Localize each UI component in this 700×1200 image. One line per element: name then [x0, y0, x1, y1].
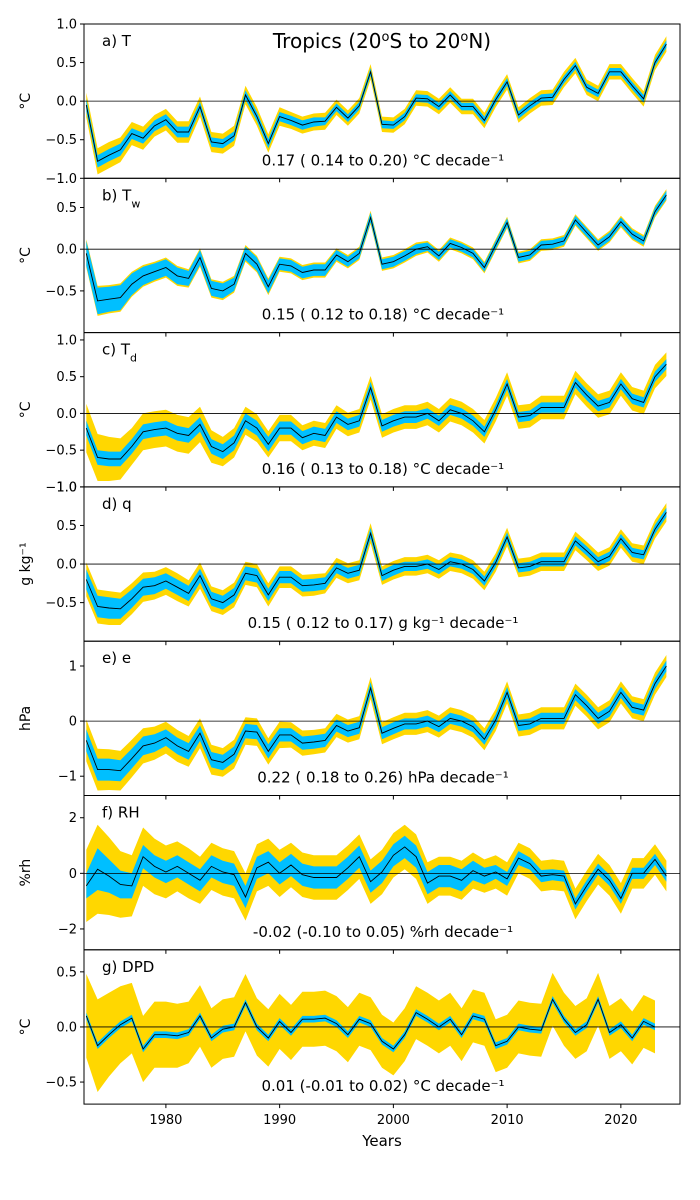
series-line — [85, 363, 667, 460]
panel-3: 1.0 0.5 0.0 −0.5 −1.0 °C c) Td 0.16 ( 0.13 to 0… — [18, 332, 681, 495]
inner-uncertainty-band — [86, 507, 667, 619]
trend-annotation: 0.16 ( 0.13 to 0.18) °C decade⁻¹ — [262, 460, 504, 478]
plot-area — [84, 36, 680, 175]
x-tick-label: 1990 — [263, 1113, 296, 1128]
outer-uncertainty-band — [86, 972, 656, 1092]
x-tick-label: 2000 — [377, 1113, 410, 1128]
y-tick-label: 1.0 — [56, 333, 77, 348]
trend-annotation: 0.15 ( 0.12 to 0.17) g kg⁻¹ decade⁻¹ — [248, 614, 519, 632]
trend-annotation: 0.22 ( 0.18 to 0.26) hPa decade⁻¹ — [257, 769, 509, 787]
y-tick-label: −0.5 — [45, 1076, 77, 1091]
title-sup-1: o — [381, 30, 389, 45]
y-tick-label: 0.0 — [56, 95, 77, 110]
y-tick-label: 1 — [69, 659, 77, 674]
y-tick-label: 0.0 — [56, 558, 77, 573]
y-axis-label: °C — [18, 401, 34, 418]
series-line — [85, 665, 667, 772]
panel-label-subscript: d — [130, 351, 137, 364]
trend-annotation: 0.01 (-0.01 to 0.02) °C decade⁻¹ — [261, 1077, 504, 1095]
y-axis-label: %rh — [18, 859, 34, 887]
y-axis-label: °C — [18, 1018, 34, 1035]
y-tick-label: 2 — [69, 811, 77, 826]
panels-group: 1.0 0.5 0.0 −0.5 −1.0 °C a) T 0.17 ( 0.14 to 0.… — [18, 18, 681, 1128]
plot-area — [84, 503, 680, 625]
panel-label: e) e — [102, 649, 131, 667]
y-tick-label: 0.5 — [56, 519, 77, 534]
y-tick-label: 0 — [69, 867, 77, 882]
inner-uncertainty-band — [86, 835, 667, 910]
series-line — [85, 998, 656, 1050]
plot-area — [84, 972, 680, 1092]
panel-label: f) RH — [102, 804, 140, 822]
title-part-1: Tropics (20 — [272, 29, 382, 53]
panel-5: 1 0 −1 hPa e) e 0.22 ( 0.18 to 0.26) hPa deca… — [18, 640, 681, 800]
y-tick-label: −1.0 — [45, 172, 77, 187]
title-sup-2: o — [460, 30, 468, 45]
series-line — [85, 846, 667, 905]
x-tick-label: 2010 — [491, 1113, 524, 1128]
inner-uncertainty-band — [86, 40, 667, 168]
inner-uncertainty-band — [86, 660, 667, 782]
y-axis-label: hPa — [18, 706, 34, 731]
y-axis-label: g kg⁻¹ — [18, 542, 34, 585]
y-tick-label: 1.0 — [56, 480, 77, 495]
panel-label-text: b) T — [102, 186, 132, 204]
y-tick-label: 0 — [69, 715, 77, 730]
inner-uncertainty-band — [86, 190, 667, 315]
y-tick-label: −0.5 — [45, 596, 77, 611]
series-line — [85, 512, 667, 610]
y-tick-label: −0.5 — [45, 284, 77, 299]
panel-label-text: c) T — [102, 341, 131, 359]
panel-label-text: e) e — [102, 649, 131, 667]
panel-label: c) Td — [102, 341, 137, 365]
plot-area — [84, 352, 680, 481]
y-tick-label: 0.0 — [56, 1020, 77, 1035]
trend-annotation: -0.02 (-0.10 to 0.05) %rh decade⁻¹ — [253, 923, 513, 941]
y-tick-label: 1.0 — [56, 18, 77, 33]
panel-label-text: a) T — [102, 32, 132, 50]
panel-7: 0.5 0.0 −0.5 °C g) DPD 0.01 (-0.01 to 0.02) °… — [18, 949, 681, 1109]
y-tick-label: 0.5 — [56, 201, 77, 216]
y-tick-label: −1.0 — [45, 480, 77, 495]
panel-label: d) q — [102, 495, 132, 513]
x-axis-label: Years — [361, 1132, 402, 1150]
panel-2: 0.5 0.0 −0.5 °C b) Tw 0.15 ( 0.12 to 0.18) °C… — [18, 177, 681, 337]
panel-label-subscript: w — [131, 197, 140, 210]
panel-label: g) DPD — [102, 958, 154, 976]
panel-label-text: f) RH — [102, 804, 140, 822]
plot-area — [84, 655, 680, 791]
x-tick-label: 1980 — [149, 1113, 182, 1128]
x-tick-label: 2020 — [604, 1113, 637, 1128]
plot-area — [84, 189, 680, 316]
y-axis-label: °C — [18, 93, 34, 110]
panel-label-text: d) q — [102, 495, 132, 513]
figure-title: Tropics (20oS to 20oN) — [272, 29, 491, 53]
y-tick-label: 0.0 — [56, 243, 77, 258]
y-tick-label: 0.5 — [56, 965, 77, 980]
panel-6: 2 0 −2 %rh f) RH -0.02 (-0.10 to 0.05) %rh de… — [18, 795, 681, 954]
inner-uncertainty-band — [86, 359, 667, 467]
trend-annotation: 0.15 ( 0.12 to 0.18) °C decade⁻¹ — [262, 306, 504, 324]
panel-4: 1.0 0.5 0.0 −0.5 g kg⁻¹ d) q 0.15 ( 0.12 to 0.… — [18, 480, 681, 646]
plot-area — [84, 824, 680, 922]
y-tick-label: −2 — [58, 922, 77, 937]
y-tick-label: −0.5 — [45, 444, 77, 459]
title-part-2: S to 20 — [389, 29, 460, 53]
series-line — [85, 194, 667, 302]
title-part-3: N) — [468, 29, 491, 53]
y-tick-label: 0.5 — [56, 56, 77, 71]
y-axis-label: °C — [18, 247, 34, 264]
y-tick-label: 0.0 — [56, 407, 77, 422]
trend-annotation: 0.17 ( 0.14 to 0.20) °C decade⁻¹ — [262, 151, 504, 169]
y-tick-label: 0.5 — [56, 370, 77, 385]
series-line — [85, 43, 667, 162]
panel-1: 1.0 0.5 0.0 −0.5 −1.0 °C a) T 0.17 ( 0.14 to 0.… — [18, 18, 681, 187]
panel-label-text: g) DPD — [102, 958, 154, 976]
panel-label: b) Tw — [102, 186, 140, 210]
panel-label: a) T — [102, 32, 132, 50]
y-tick-label: −1 — [58, 770, 77, 785]
y-tick-label: −0.5 — [45, 133, 77, 148]
